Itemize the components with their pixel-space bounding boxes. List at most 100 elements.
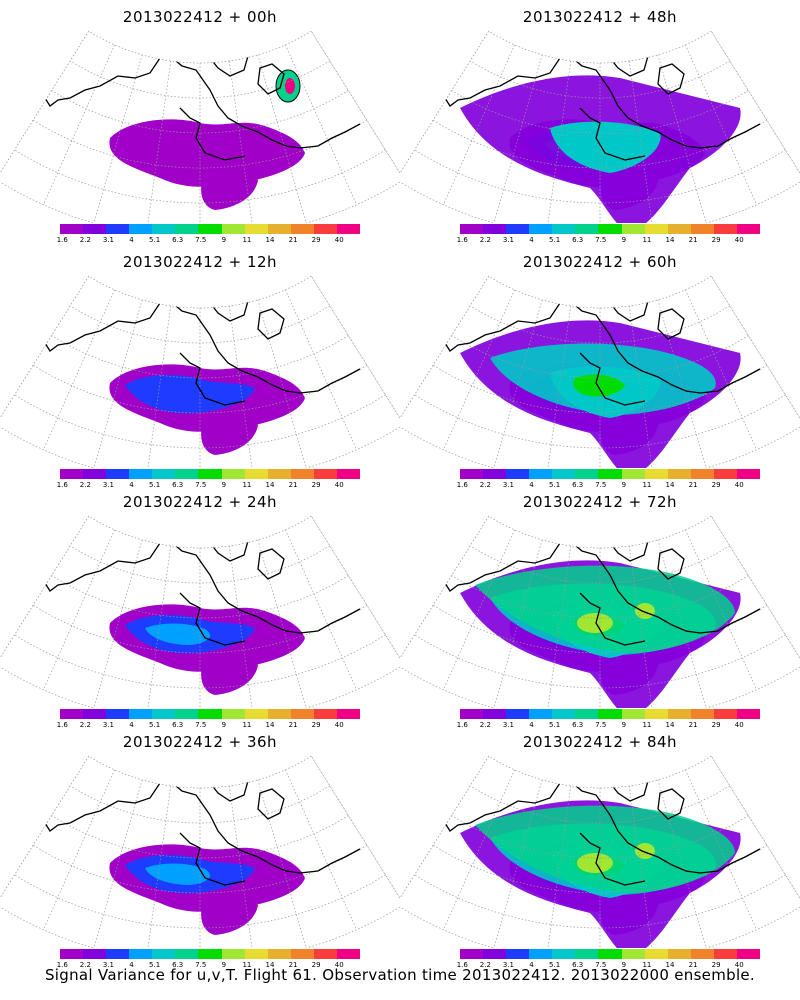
colorbar-label: 11 — [242, 721, 252, 729]
colorbar-label: 21 — [688, 236, 698, 244]
colorbar-swatch — [221, 224, 245, 234]
colorbar-label: 3.1 — [102, 236, 115, 244]
colorbar-swatch — [267, 469, 291, 479]
colorbar-swatch — [221, 709, 245, 719]
colorbar-swatch — [529, 949, 553, 959]
colorbar-swatch — [313, 469, 337, 479]
colorbar-label: 2.2 — [79, 481, 91, 489]
colorbar-label: 9 — [621, 721, 627, 729]
colorbar-swatch — [244, 709, 268, 719]
colorbar-labels: 1.6 2.2 3.1 4 5.1 6.3 7.5 9 11 14 21 29 40 — [456, 481, 760, 491]
colorbar-label: 1.6 — [456, 481, 468, 489]
colorbar-swatch — [575, 469, 599, 479]
colorbar-label: 5.1 — [149, 481, 161, 489]
colorbar-label: 2.2 — [479, 721, 491, 729]
colorbar-swatch — [690, 224, 714, 234]
colorbar-swatch — [713, 224, 737, 234]
colorbar-label: 40 — [734, 961, 744, 969]
map-boundary — [400, 515, 800, 708]
colorbar-swatch — [506, 709, 530, 719]
colorbar-label: 21 — [688, 481, 698, 489]
colorbar-label: 6.3 — [572, 236, 584, 244]
colorbar-label: 29 — [711, 481, 721, 489]
colorbar-swatch — [290, 469, 314, 479]
colorbar-swatch — [129, 949, 153, 959]
colorbar-swatch — [575, 709, 599, 719]
colorbar-label: 21 — [288, 481, 298, 489]
colorbar-swatch — [83, 469, 107, 479]
colorbar-swatch — [106, 709, 130, 719]
colorbar-label: 5.1 — [149, 721, 161, 729]
colorbar-swatch — [336, 949, 361, 959]
colorbar-swatch — [575, 224, 599, 234]
colorbar-swatch — [575, 949, 599, 959]
colorbar-swatch — [290, 224, 314, 234]
colorbar-label: 40 — [334, 961, 344, 969]
colorbar-label: 5.1 — [549, 721, 561, 729]
panel-title: 2013022412 + 12h — [122, 253, 278, 271]
colorbar-label: 21 — [688, 721, 698, 729]
colorbar-swatch — [313, 949, 337, 959]
colorbar-swatch — [483, 224, 507, 234]
colorbar-swatch — [60, 709, 84, 719]
panel-title: 2013022412 + 48h — [522, 8, 678, 26]
colorbar-swatch — [552, 709, 576, 719]
graticule — [0, 276, 400, 468]
colorbar-label: 29 — [311, 961, 321, 969]
colorbar-swatch — [198, 469, 222, 479]
variance-field — [109, 844, 305, 935]
colorbar-swatch — [60, 224, 84, 234]
colorbar-swatch — [129, 709, 153, 719]
colorbar-label: 2.2 — [479, 236, 491, 244]
colorbar-label: 7.5 — [595, 961, 607, 969]
variance-field — [109, 69, 305, 210]
colorbar-swatch — [690, 469, 714, 479]
colorbar-label: 9 — [621, 236, 627, 244]
colorbar-swatch — [152, 224, 176, 234]
colorbar-swatch — [621, 469, 645, 479]
colorbar-swatch — [529, 224, 553, 234]
colorbar-swatch — [175, 949, 199, 959]
forecast-panel: 2013022412 + 84h 1.6 2.2 3.1 4 5.1 6.3 7.5 9 11 1… — [400, 725, 800, 970]
colorbar-label: 3.1 — [102, 481, 115, 489]
colorbar-label: 3.1 — [502, 961, 515, 969]
colorbar-label: 9 — [621, 481, 627, 489]
colorbar-label: 6.3 — [172, 961, 184, 969]
colorbar-swatch — [221, 949, 245, 959]
forecast-panel: 2013022412 + 36h 1.6 2.2 3.1 4 5.1 6.3 7.5 9 11 1… — [0, 725, 400, 970]
colorbar-label: 1.6 — [56, 236, 68, 244]
panel-title: 2013022412 + 72h — [522, 493, 678, 511]
colorbar-swatch — [152, 709, 176, 719]
projection-map — [400, 30, 800, 223]
colorbar-swatch — [83, 949, 107, 959]
colorbar — [60, 224, 361, 234]
colorbar-swatch — [736, 949, 761, 959]
colorbar-label: 3.1 — [502, 481, 515, 489]
colorbar-label: 1.6 — [456, 721, 468, 729]
colorbar-swatch — [644, 469, 668, 479]
colorbar — [60, 469, 361, 479]
projection-map — [0, 275, 400, 468]
colorbar-label: 11 — [242, 481, 252, 489]
colorbar — [60, 709, 361, 719]
colorbar-labels: 1.6 2.2 3.1 4 5.1 6.3 7.5 9 11 14 21 29 40 — [457, 236, 760, 246]
colorbar-swatch — [598, 469, 622, 479]
colorbar-label: 11 — [642, 961, 652, 969]
map-boundary — [400, 755, 800, 948]
colorbar-label: 29 — [311, 236, 321, 244]
colorbar-label: 40 — [734, 481, 744, 489]
colorbar-swatch — [221, 469, 245, 479]
colorbar-label: 9 — [621, 961, 627, 969]
colorbar-swatch — [506, 469, 530, 479]
colorbar-label: 11 — [642, 481, 652, 489]
colorbar-swatch — [60, 949, 84, 959]
variance-field — [109, 364, 305, 455]
colorbar-label: 14 — [265, 481, 275, 489]
colorbar-label: 14 — [665, 961, 675, 969]
colorbar-swatch — [460, 949, 484, 959]
colorbar-label: 4 — [129, 721, 134, 729]
colorbar-swatch — [336, 709, 361, 719]
colorbar-label: 40 — [734, 236, 744, 244]
colorbar-labels: 1.6 2.2 3.1 4 5.1 6.3 7.5 9 11 14 21 29 40 — [57, 961, 360, 971]
colorbar-swatch — [621, 949, 645, 959]
